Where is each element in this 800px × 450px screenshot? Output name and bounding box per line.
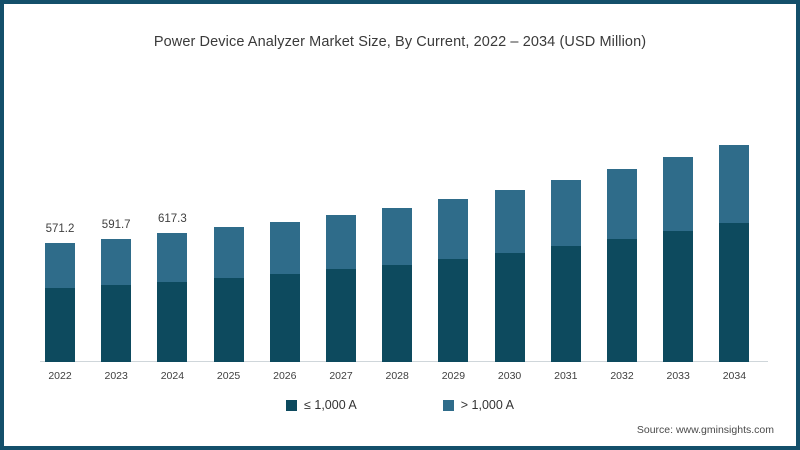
bar-segment-gt-1000a bbox=[213, 227, 244, 278]
x-axis-tick-label: 2026 bbox=[273, 370, 297, 382]
x-axis-tick-label: 2031 bbox=[554, 370, 578, 382]
bar-value-label: 591.7 bbox=[101, 218, 131, 231]
plot-area: 571.2 2022 591.7 2023 617.3 2024 2025 2026 2027 2… bbox=[4, 4, 796, 446]
bar-group[interactable] bbox=[438, 198, 469, 362]
chart-legend: ≤ 1,000 A > 1,000 A bbox=[4, 398, 796, 412]
bar-segment-le-1000a bbox=[607, 239, 637, 362]
bar-group[interactable] bbox=[663, 157, 694, 362]
bar-segment-gt-1000a bbox=[326, 214, 356, 270]
bar-group[interactable] bbox=[382, 207, 413, 362]
legend-label-gt-1000a: > 1,000 A bbox=[460, 398, 514, 412]
bar-segment-le-1000a bbox=[101, 285, 132, 362]
bar-group[interactable]: 617.3 bbox=[157, 213, 188, 362]
bar-segment-le-1000a bbox=[550, 246, 581, 362]
bar-segment-le-1000a bbox=[438, 258, 469, 362]
bar-segment-gt-1000a bbox=[663, 157, 694, 232]
bar-group[interactable] bbox=[326, 214, 356, 362]
bar-segment-le-1000a bbox=[719, 222, 750, 362]
bar-group[interactable] bbox=[494, 190, 525, 362]
bar-segment-le-1000a bbox=[382, 264, 413, 362]
bar-segment-gt-1000a bbox=[269, 221, 300, 274]
x-axis-tick-label: 2023 bbox=[104, 370, 128, 382]
legend-swatch-light-icon bbox=[442, 399, 454, 411]
source-attribution: Source: www.gminsights.com bbox=[636, 424, 774, 436]
bar-segment-gt-1000a bbox=[157, 233, 188, 282]
bar-segment-le-1000a bbox=[494, 253, 525, 362]
bar-group[interactable] bbox=[550, 180, 581, 362]
bar-value-label: 571.2 bbox=[45, 222, 75, 235]
bar-segment-gt-1000a bbox=[607, 169, 637, 240]
legend-swatch-dark-icon bbox=[286, 399, 298, 411]
x-axis-tick-label: 2034 bbox=[722, 370, 747, 382]
x-axis-tick-label: 2029 bbox=[441, 370, 466, 382]
bar-segment-gt-1000a bbox=[494, 190, 525, 254]
bar-group[interactable] bbox=[719, 144, 750, 362]
x-axis-tick-label: 2030 bbox=[497, 370, 522, 382]
x-axis-tick-label: 2033 bbox=[666, 370, 690, 382]
bar-group[interactable] bbox=[607, 169, 637, 362]
bar-group[interactable]: 591.7 bbox=[101, 219, 132, 362]
bar-segment-gt-1000a bbox=[45, 242, 75, 289]
legend-label-le-1000a: ≤ 1,000 A bbox=[304, 398, 357, 412]
x-axis-tick-label: 2022 bbox=[48, 370, 72, 382]
bar-segment-le-1000a bbox=[213, 277, 244, 362]
bar-segment-le-1000a bbox=[663, 231, 694, 362]
bar-segment-gt-1000a bbox=[550, 180, 581, 247]
bar-segment-le-1000a bbox=[326, 269, 356, 362]
bar-segment-le-1000a bbox=[157, 281, 188, 362]
x-axis-tick-label: 2025 bbox=[216, 370, 241, 382]
x-axis-tick-label: 2032 bbox=[610, 370, 634, 382]
bar-segment-le-1000a bbox=[269, 273, 300, 362]
bar-group[interactable] bbox=[213, 227, 244, 362]
bar-segment-gt-1000a bbox=[719, 144, 750, 223]
bar-segment-le-1000a bbox=[45, 288, 75, 362]
legend-item-gt-1000a[interactable]: > 1,000 A bbox=[442, 398, 514, 412]
bar-segment-gt-1000a bbox=[438, 198, 469, 259]
bar-group[interactable] bbox=[269, 221, 300, 362]
bar-value-label: 617.3 bbox=[158, 213, 187, 226]
legend-item-le-1000a[interactable]: ≤ 1,000 A bbox=[286, 398, 357, 412]
x-axis-tick-label: 2027 bbox=[329, 370, 353, 382]
chart-title: Power Device Analyzer Market Size, By Cu… bbox=[153, 34, 647, 50]
bar-segment-gt-1000a bbox=[382, 207, 413, 265]
bar-group[interactable]: 571.2 bbox=[45, 223, 75, 362]
x-axis-tick-label: 2028 bbox=[385, 370, 409, 382]
bar-segment-gt-1000a bbox=[101, 238, 132, 286]
x-axis-tick-label: 2024 bbox=[160, 370, 185, 382]
